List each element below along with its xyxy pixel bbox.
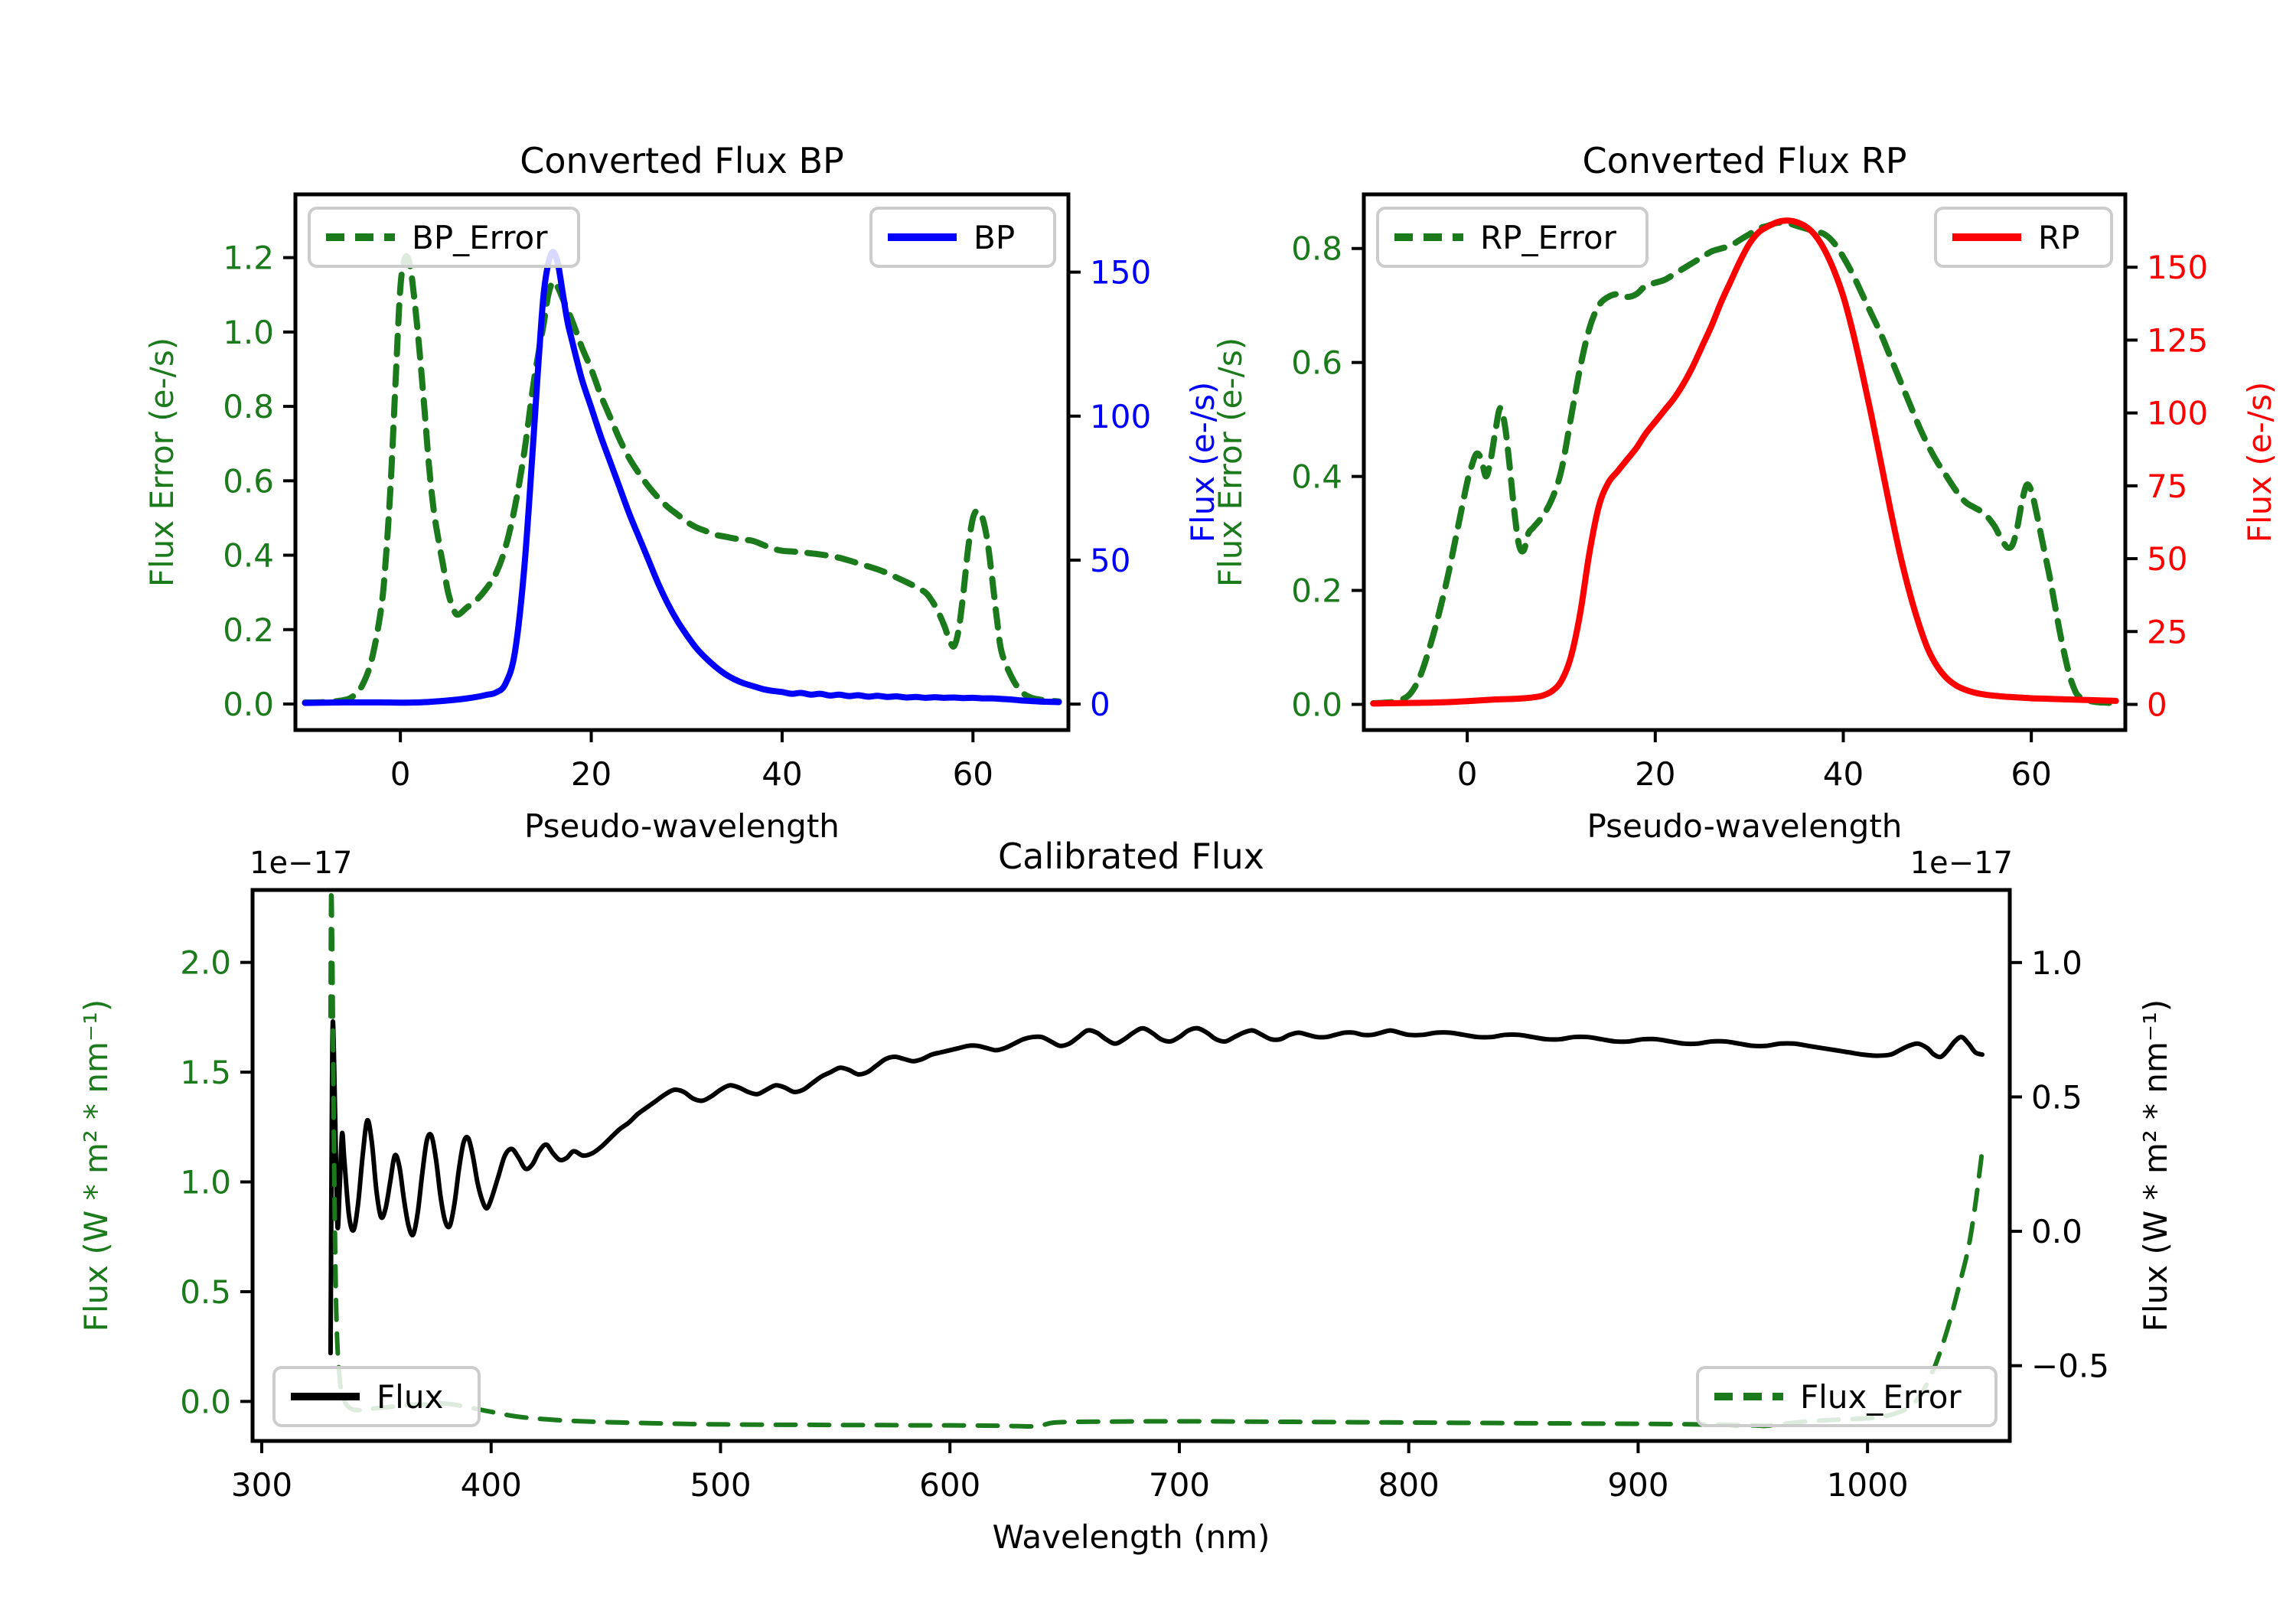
calibrated-panel-series-flux_error (328, 890, 1985, 1429)
calibrated-panel: Calibrated Flux 1e−17 1e−17 300 400 500 600 700… (77, 836, 2174, 1556)
bp-panel-right-yticklabel: 0 (1090, 686, 1110, 723)
calibrated-legend-error[interactable]: Flux_Error (1696, 1366, 1998, 1427)
rp-panel-right-yticklabel: 150 (2147, 249, 2208, 286)
calibrated-legend-flux-label: Flux (377, 1378, 443, 1416)
bp-legend-flux[interactable]: BP (869, 207, 1056, 268)
rp-legend-flux-box (1934, 207, 2113, 268)
calibrated-legend-error-label: Flux_Error (1800, 1378, 1962, 1416)
calibrated-panel-left-yticklabel: 1.5 (180, 1054, 231, 1091)
bp-panel-left-yticklabel: 0.6 (223, 462, 274, 500)
calibrated-legend-flux-box (272, 1366, 481, 1427)
rp-panel-xticklabel: 40 (1823, 755, 1864, 793)
bp-panel-right-ylabel: Flux (e-/s) (1184, 382, 1221, 543)
rp-legend-error[interactable]: RP_Error (1376, 207, 1649, 268)
rp-legend-error-label: RP_Error (1480, 219, 1617, 256)
bp-panel-series-bp (302, 249, 1062, 706)
bp-legend-flux-label: BP (974, 219, 1015, 256)
rp-panel-left-yticklabel: 0.2 (1291, 572, 1342, 610)
bp-panel-left-yticklabel: 1.2 (223, 240, 274, 277)
bp-legend-error-label: BP_Error (412, 219, 548, 256)
bp-panel-xticklabel: 60 (953, 755, 993, 793)
bp-panel-left-ylabel: Flux Error (e-/s) (143, 337, 181, 587)
bp-panel-right-yticklabel: 50 (1090, 542, 1130, 579)
rp-panel-xlabel: Pseudo-wavelength (1587, 807, 1903, 845)
rp-legend-flux-label: RP (2038, 219, 2080, 256)
calibrated-panel-xticklabel: 900 (1607, 1466, 1668, 1504)
calibrated-panel-left-yticklabel: 0.0 (180, 1383, 231, 1420)
calibrated-panel-axes-frame (250, 888, 2012, 1443)
bp-panel-xticklabel: 40 (762, 755, 802, 793)
calibrated-panel-right-ylabel: Flux (W * m² * nm⁻¹) (2137, 999, 2174, 1332)
calibrated-panel-right-yticklabel: −0.5 (2031, 1348, 2109, 1385)
rp-panel-left-yticklabel: 0.6 (1291, 344, 1342, 382)
bp-legend-error[interactable]: BP_Error (308, 207, 580, 268)
rp-panel-xticklabel: 0 (1457, 755, 1478, 793)
calibrated-panel-title: Calibrated Flux (998, 836, 1264, 877)
calibrated-panel-xticklabel: 1000 (1827, 1466, 1909, 1504)
bp-legend-error-box (308, 207, 580, 268)
calibrated-panel-left-yticklabel: 1.0 (180, 1164, 231, 1201)
calibrated-legend-flux[interactable]: Flux (272, 1366, 481, 1427)
bp-panel-title: Converted Flux BP (520, 140, 844, 181)
rp-panel-axes-frame (1362, 192, 2128, 732)
calibrated-panel-series-flux (328, 1019, 1985, 1356)
rp-panel-left-ylabel: Flux Error (e-/s) (1212, 337, 1249, 587)
bp-panel-xticklabel: 0 (390, 755, 411, 793)
rp-panel-xticklabel: 20 (1635, 755, 1675, 793)
rp-panel-title: Converted Flux RP (1583, 140, 1907, 181)
rp-panel-right-yticklabel: 100 (2147, 395, 2208, 432)
rp-panel-right-ylabel: Flux (e-/s) (2241, 382, 2278, 543)
rp-panel-left-yticklabel: 0.0 (1291, 686, 1342, 723)
bp-panel-xlabel: Pseudo-wavelength (524, 807, 840, 845)
bp-panel-axes-frame (293, 192, 1071, 732)
rp-panel-series-rp_error (1370, 219, 2119, 706)
bp-legend-flux-box (869, 207, 1056, 268)
bp-panel-right-yticklabel: 150 (1090, 254, 1151, 292)
rp-panel-right-yticklabel: 125 (2147, 321, 2208, 359)
bp-panel-left-yticklabel: 0.8 (223, 388, 274, 425)
rp-panel-left-yticklabel: 0.8 (1291, 230, 1342, 268)
calibrated-panel-right-yticklabel: 0.0 (2031, 1213, 2082, 1250)
bp-panel-right-yticklabel: 100 (1090, 398, 1151, 435)
calibrated-panel-right-yticklabel: 0.5 (2031, 1078, 2082, 1116)
calibrated-panel-xticklabel: 500 (690, 1466, 751, 1504)
bp-panel-left-yticklabel: 1.0 (223, 314, 274, 351)
calibrated-panel-xlabel: Wavelength (nm) (993, 1518, 1270, 1556)
calibrated-legend-error-box (1696, 1366, 1998, 1427)
calibrated-panel-right-yticklabel: 1.0 (2031, 944, 2082, 982)
rp-legend-flux[interactable]: RP (1934, 207, 2113, 268)
bp-panel: Converted Flux BP 0 20 40 60 Pseudo-wavelengt… (143, 140, 1221, 845)
calibrated-panel-xticklabel: 400 (461, 1466, 522, 1504)
rp-panel-right-yticklabel: 50 (2147, 540, 2187, 578)
bp-panel-left-yticklabel: 0.0 (223, 686, 274, 723)
rp-panel-xticklabel: 60 (2011, 755, 2051, 793)
rp-panel-left-yticklabel: 0.4 (1291, 458, 1342, 496)
calibrated-panel-xticklabel: 700 (1149, 1466, 1210, 1504)
calibrated-panel-left-yticklabel: 2.0 (180, 944, 231, 982)
calibrated-panel-left-yticklabel: 0.5 (180, 1273, 231, 1311)
rp-panel-series-rp (1370, 217, 2119, 707)
calibrated-panel-xticklabel: 600 (919, 1466, 980, 1504)
rp-panel-right-yticklabel: 0 (2147, 686, 2167, 723)
rp-panel: Converted Flux RP 0 20 40 60 Pseudo-wavelengt… (1212, 140, 2278, 845)
calibrated-panel-left-ylabel: Flux (W * m² * nm⁻¹) (77, 999, 115, 1332)
calibrated-panel-left-offset-text: 1e−17 (249, 846, 352, 881)
bp-panel-left-yticklabel: 0.2 (223, 611, 274, 649)
rp-panel-right-yticklabel: 75 (2147, 468, 2187, 505)
bp-panel-left-yticklabel: 0.4 (223, 537, 274, 575)
bp-panel-xticklabel: 20 (571, 755, 612, 793)
calibrated-panel-xticklabel: 800 (1378, 1466, 1440, 1504)
calibrated-panel-xticklabel: 300 (231, 1466, 292, 1504)
calibrated-panel-right-offset-text: 1e−17 (1910, 846, 2013, 881)
rp-panel-right-yticklabel: 25 (2147, 613, 2187, 650)
rp-legend-error-box (1376, 207, 1649, 268)
bp-panel-series-bp_error (302, 253, 1062, 706)
